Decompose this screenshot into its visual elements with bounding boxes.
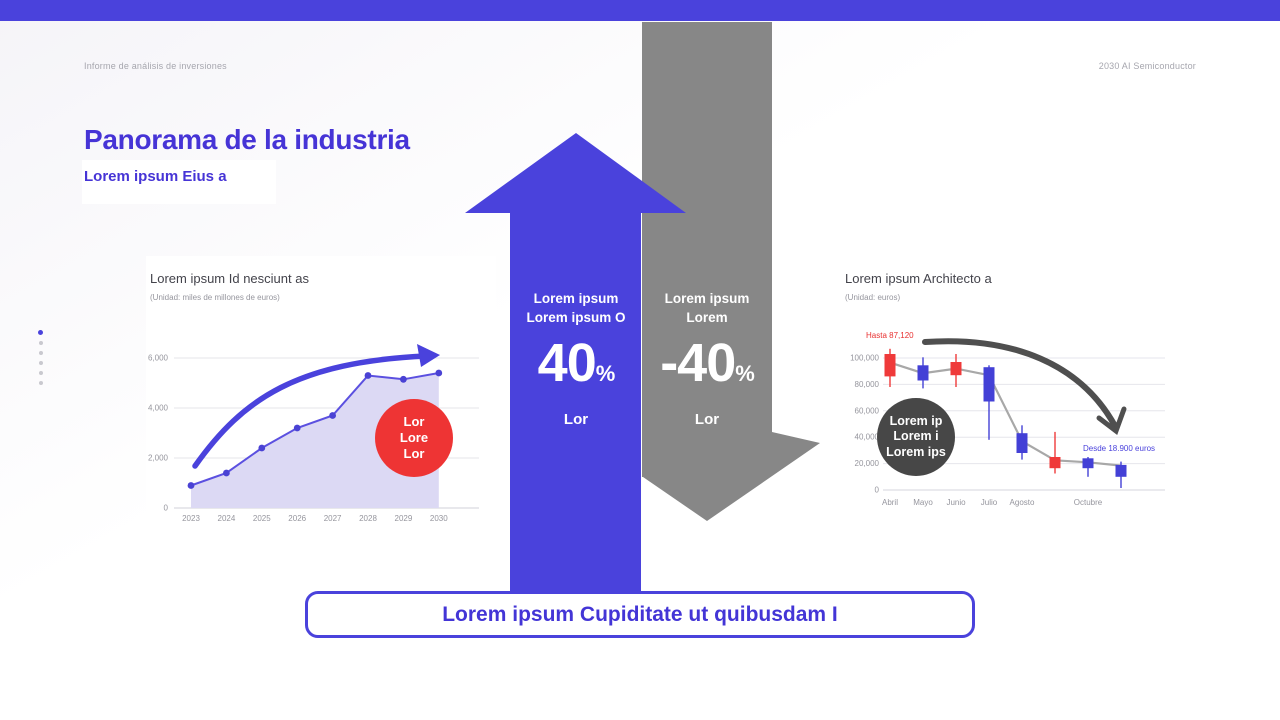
decrease-percentage: -40% — [660, 333, 755, 393]
callout-line: Lorem ips — [886, 444, 946, 459]
bottom-banner-text: Lorem ipsum Cupiditate ut quibusdam I — [442, 602, 838, 626]
increase-label-line1: Lorem ipsum — [533, 291, 619, 306]
svg-text:Octubre: Octubre — [1074, 498, 1103, 507]
svg-text:Julio: Julio — [981, 498, 998, 507]
increase-label-line2: Lorem ipsum O — [526, 310, 626, 325]
growth-swoosh-arrow-icon — [192, 344, 440, 469]
progress-dot[interactable] — [38, 361, 43, 365]
callout-line: Lorem ip — [889, 413, 943, 428]
progress-dot[interactable] — [38, 351, 43, 355]
progress-dot-active[interactable] — [38, 330, 43, 335]
decrease-stat-block: Lorem ipsum Lorem -40% Lor — [641, 289, 773, 428]
high-price-annotation: Hasta 87,120 — [866, 331, 914, 340]
svg-text:2027: 2027 — [324, 514, 342, 523]
svg-text:2,000: 2,000 — [148, 454, 169, 463]
svg-text:2030: 2030 — [430, 514, 448, 523]
header-left-text: Informe de análisis de inversiones — [84, 61, 227, 71]
svg-text:Mayo: Mayo — [913, 498, 933, 507]
svg-text:6,000: 6,000 — [148, 354, 169, 363]
right-chart-card — [838, 256, 1182, 528]
svg-text:4,000: 4,000 — [148, 404, 169, 413]
callout-line: Lor — [403, 414, 425, 429]
svg-text:Abril: Abril — [882, 498, 898, 507]
left-chart-callout-badge: Lor Lore Lor — [375, 399, 453, 477]
decrease-caption: Lor — [694, 411, 720, 428]
page-subtitle: Lorem ipsum Eius a — [84, 168, 227, 185]
right-chart-title: Lorem ipsum Architecto a — [845, 271, 992, 286]
callout-line: Lorem i — [893, 429, 939, 444]
progress-dot[interactable] — [38, 381, 43, 385]
callout-line: Lore — [399, 430, 429, 445]
callout-line: Lor — [403, 446, 425, 461]
percent-sign: % — [595, 361, 616, 386]
bottom-banner: Lorem ipsum Cupiditate ut quibusdam I — [305, 591, 975, 638]
increase-caption: Lor — [563, 411, 589, 428]
svg-text:0: 0 — [875, 486, 880, 495]
left-chart-unit-label: (Unidad: miles de millones de euros) — [150, 293, 280, 302]
page-title: Panorama de la industria — [84, 124, 410, 155]
svg-text:100,000: 100,000 — [850, 354, 879, 363]
increase-percentage: 40% — [537, 333, 616, 393]
progress-dot[interactable] — [38, 341, 43, 345]
progress-dot[interactable] — [38, 371, 43, 375]
svg-text:Agosto: Agosto — [1010, 498, 1035, 507]
svg-text:0: 0 — [164, 504, 169, 513]
right-chart-unit-label: (Unidad: euros) — [845, 293, 901, 302]
svg-text:Junio: Junio — [946, 498, 966, 507]
header-right-text: 2030 AI Semiconductor — [1098, 61, 1196, 71]
right-chart-callout-badge: Lorem ip Lorem i Lorem ips — [877, 398, 955, 476]
decrease-arrow-shape — [642, 22, 820, 521]
slide-progress-dots — [38, 330, 43, 385]
top-accent-bar — [0, 0, 1280, 21]
increase-stat-block: Lorem ipsum Lorem ipsum O 40% Lor — [509, 289, 643, 428]
svg-text:2028: 2028 — [359, 514, 377, 523]
svg-text:2025: 2025 — [253, 514, 271, 523]
svg-text:2029: 2029 — [395, 514, 413, 523]
svg-text:2023: 2023 — [182, 514, 200, 523]
decline-swoosh-arrow-icon — [922, 338, 1127, 436]
svg-text:2026: 2026 — [288, 514, 306, 523]
svg-text:60,000: 60,000 — [855, 406, 880, 415]
svg-text:40,000: 40,000 — [855, 433, 880, 442]
low-price-annotation: Desde 18.900 euros — [1083, 444, 1156, 453]
decrease-label-line1: Lorem ipsum — [664, 291, 750, 306]
svg-text:2024: 2024 — [218, 514, 236, 523]
percent-sign: % — [735, 361, 755, 386]
svg-text:20,000: 20,000 — [855, 459, 880, 468]
svg-text:80,000: 80,000 — [855, 380, 880, 389]
left-chart-title: Lorem ipsum Id nesciunt as — [150, 271, 309, 286]
subtitle-highlight-box — [82, 160, 276, 204]
decrease-label-line2: Lorem — [686, 310, 728, 325]
